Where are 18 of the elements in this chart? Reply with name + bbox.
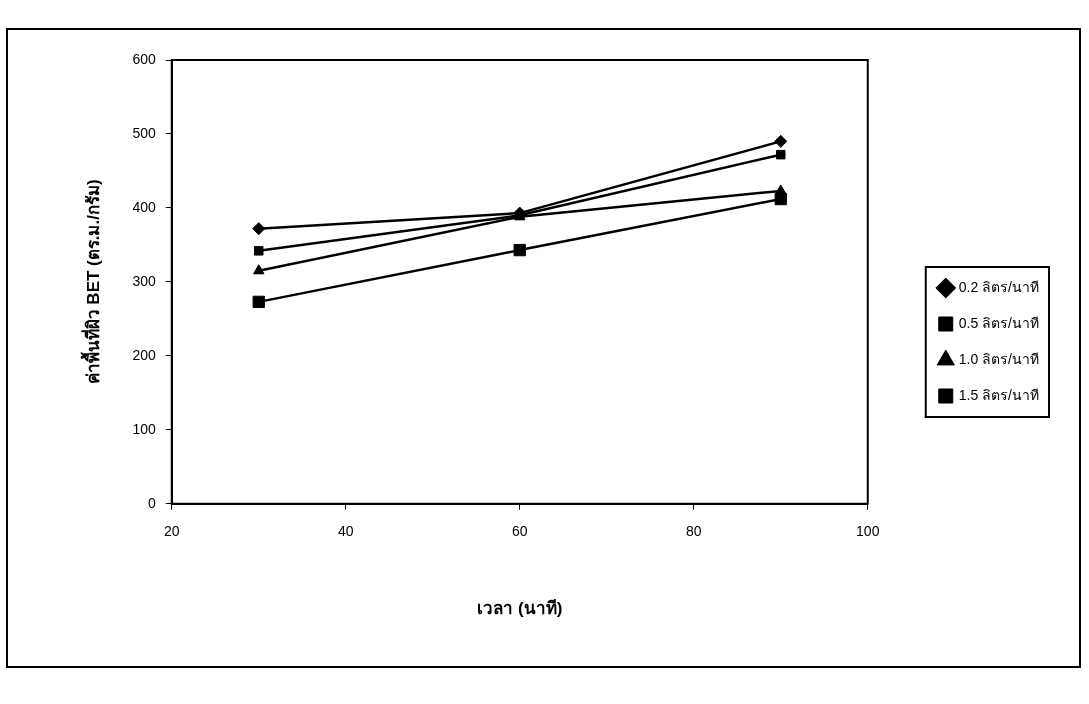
y-tick-label: 400 (132, 198, 156, 215)
y-tick-label: 100 (132, 420, 156, 437)
x-tick-label: 60 (511, 523, 528, 540)
legend-label: 0.5 ลิตร/นาที (958, 314, 1040, 331)
y-axis-title: ค่าพื้นที่ผิว BET (ตร.ม./กรัม) (79, 179, 103, 385)
y-tick-label: 200 (132, 346, 156, 363)
x-tick-label: 100 (856, 523, 880, 540)
x-axis-title: เวลา (นาที) (477, 598, 563, 619)
y-tick-label: 300 (132, 272, 156, 289)
x-tick-label: 80 (685, 523, 702, 540)
y-tick-label: 600 (132, 50, 156, 67)
legend-label: 1.5 ลิตร/นาที (958, 386, 1040, 403)
y-tick-label: 500 (132, 124, 156, 141)
x-tick-label: 40 (337, 523, 354, 540)
x-tick-label: 20 (163, 523, 180, 540)
y-tick-label: 0 (147, 494, 156, 511)
legend-label: 1.0 ลิตร/นาที (958, 350, 1040, 367)
legend-label: 0.2 ลิตร/นาที (958, 278, 1040, 295)
